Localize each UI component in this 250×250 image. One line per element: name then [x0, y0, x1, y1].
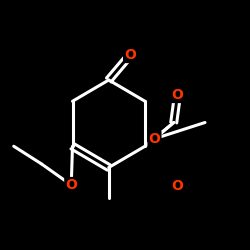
Text: O: O [172, 88, 183, 102]
Text: O: O [65, 178, 77, 192]
Text: O: O [148, 132, 160, 146]
Text: O: O [172, 179, 183, 193]
Text: O: O [124, 48, 136, 62]
